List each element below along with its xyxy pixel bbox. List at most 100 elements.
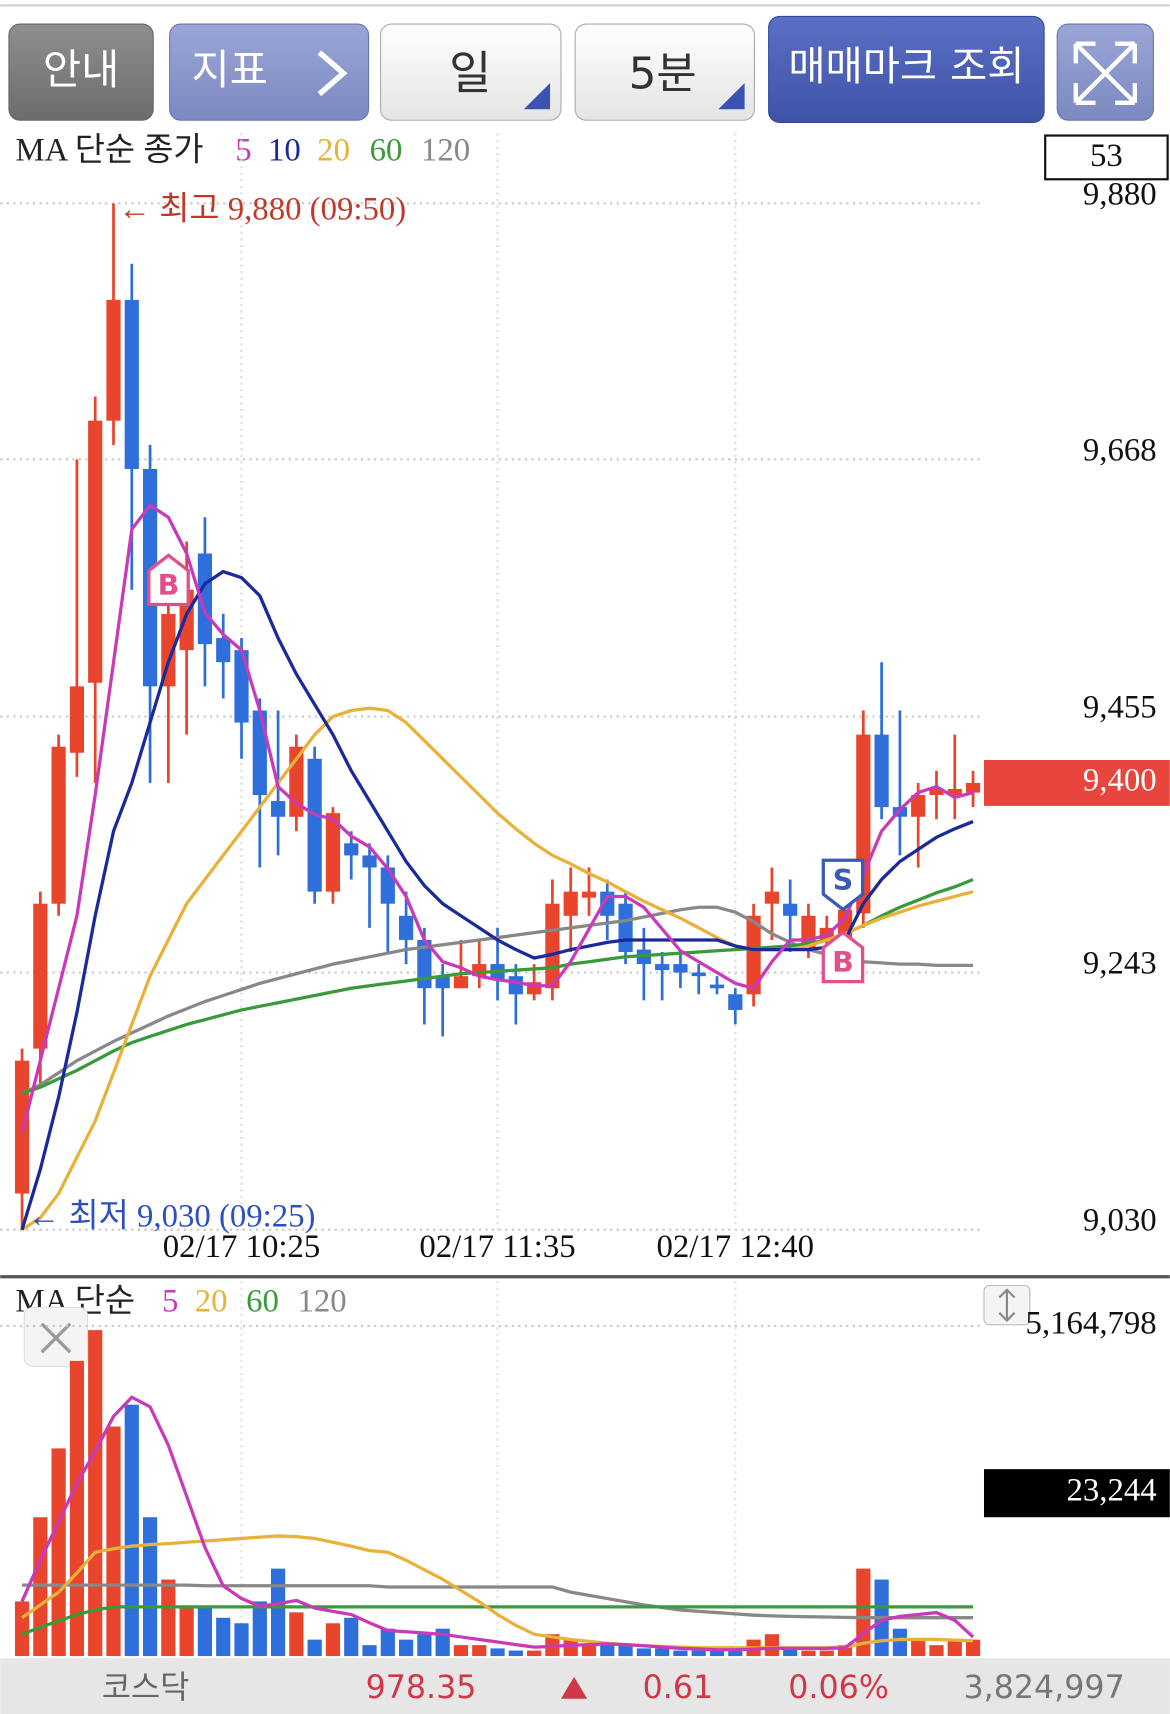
volume-bar <box>801 1650 816 1657</box>
legend-item: 120 <box>421 133 470 169</box>
volume-bar <box>417 1634 432 1657</box>
ticker-background <box>0 1658 1170 1714</box>
volume-bar <box>581 1645 597 1657</box>
trade-mark-button[interactable] <box>768 15 1045 123</box>
y-tick-label: 9,668 <box>1083 432 1157 468</box>
y-tick-label: 9,455 <box>1083 690 1157 726</box>
ma-line <box>20 503 974 1134</box>
candle-body <box>728 994 743 1010</box>
volume-bar <box>307 1639 322 1657</box>
candle-body <box>325 813 341 892</box>
guide-button-label: 안내 <box>43 45 119 94</box>
candle-body <box>453 976 469 989</box>
candle-body <box>929 788 944 796</box>
volume-bar <box>527 1650 542 1657</box>
interval-button[interactable] <box>574 23 755 121</box>
volume-bar <box>88 1330 103 1657</box>
candle-body <box>435 976 450 989</box>
volume-bar <box>636 1648 651 1657</box>
ma-line <box>22 1583 974 1620</box>
day-button-label: 일 <box>449 46 491 100</box>
candle-body <box>965 782 981 793</box>
candle-body <box>344 843 359 856</box>
volume-bar <box>252 1601 267 1657</box>
legend-item: 5 <box>235 133 251 169</box>
y-tick-label: 9,243 <box>1083 946 1157 982</box>
volume-bar <box>216 1617 231 1657</box>
trade-marker <box>821 858 865 912</box>
candle-body <box>124 299 139 469</box>
volume-bar <box>764 1634 779 1657</box>
trade-marker-label: B <box>832 946 854 979</box>
candle-body <box>618 903 633 953</box>
candle-body <box>508 976 523 995</box>
dropdown-mark <box>718 83 745 110</box>
volume-bar <box>837 1645 853 1657</box>
volume-bar <box>618 1645 633 1657</box>
volume-bar <box>14 1601 30 1657</box>
candle-body <box>673 964 688 973</box>
indicator-button[interactable] <box>169 23 370 121</box>
legend-item: 20 <box>317 133 350 169</box>
volume-bar <box>600 1645 615 1657</box>
candle-body <box>216 638 231 663</box>
x-tick-label: 02/17 10:25 <box>163 1229 321 1265</box>
candle-body <box>69 686 85 753</box>
volume-bar <box>892 1628 908 1657</box>
market-index: 978.35 <box>366 1670 477 1706</box>
y-tick-label: 5,164,798 <box>1026 1305 1157 1341</box>
candle-body <box>947 788 962 796</box>
expand-icon <box>1073 41 1138 105</box>
volume-bar <box>362 1645 377 1657</box>
volume-bar <box>691 1650 706 1657</box>
volume-bar <box>947 1639 962 1657</box>
count-label: 53 <box>1090 138 1123 174</box>
volume-bar <box>270 1568 286 1657</box>
low-annotation: ← 최저 9,030 (09:25) <box>28 1198 316 1234</box>
day-button[interactable] <box>380 23 562 121</box>
y-tick-label: 9,030 <box>1083 1203 1157 1239</box>
volume-bar <box>490 1648 505 1657</box>
candle-body <box>307 758 322 892</box>
volume-bar <box>453 1645 469 1657</box>
candle-body <box>417 939 432 989</box>
guide-button[interactable] <box>8 23 154 121</box>
ma-line <box>21 1605 974 1636</box>
volume-bar <box>399 1639 414 1657</box>
y-tick-label: 9,880 <box>1083 176 1157 212</box>
high-annotation: ← 최고 9,880 (09:50) <box>118 192 406 228</box>
candle-body <box>88 420 103 683</box>
legend-item: 5 <box>162 1284 178 1320</box>
legend-title: MA 단순 종가 <box>15 133 203 169</box>
x-tick-label: 02/17 11:35 <box>419 1229 575 1265</box>
candle-body <box>380 867 395 904</box>
volume-bar <box>965 1639 981 1657</box>
price-panel: MA 단순 종가 53 5 10 20 60 120 9,880 9,668 9,455 9,2… <box>0 133 1170 1265</box>
resize-icon <box>998 1288 1016 1323</box>
candle-body <box>911 795 926 817</box>
ma-line <box>20 1395 975 1652</box>
ma-line <box>21 905 974 1095</box>
volume-bar <box>69 1360 85 1657</box>
volume-bar <box>325 1623 341 1657</box>
volume-bar <box>344 1617 359 1657</box>
current-volume-label: 23,244 <box>1067 1473 1157 1509</box>
legend-item: 60 <box>370 133 403 169</box>
candle-body <box>270 801 286 817</box>
volume-bar <box>911 1639 926 1657</box>
interval-button-label: 5분 <box>629 49 697 100</box>
candle-body <box>399 915 414 940</box>
candle-body <box>691 972 706 977</box>
up-arrow <box>560 1676 588 1699</box>
x-tick-label: 02/17 12:40 <box>657 1229 815 1265</box>
candle-body <box>252 710 267 796</box>
candle-body <box>581 891 597 898</box>
volume-bar <box>709 1650 725 1657</box>
volume-bar <box>563 1639 578 1657</box>
volume-bar <box>929 1645 944 1657</box>
chevron <box>317 50 348 97</box>
candle-body <box>51 746 66 904</box>
volume-bar <box>673 1650 688 1657</box>
volume-bar <box>380 1628 395 1657</box>
candle-body <box>106 299 121 421</box>
